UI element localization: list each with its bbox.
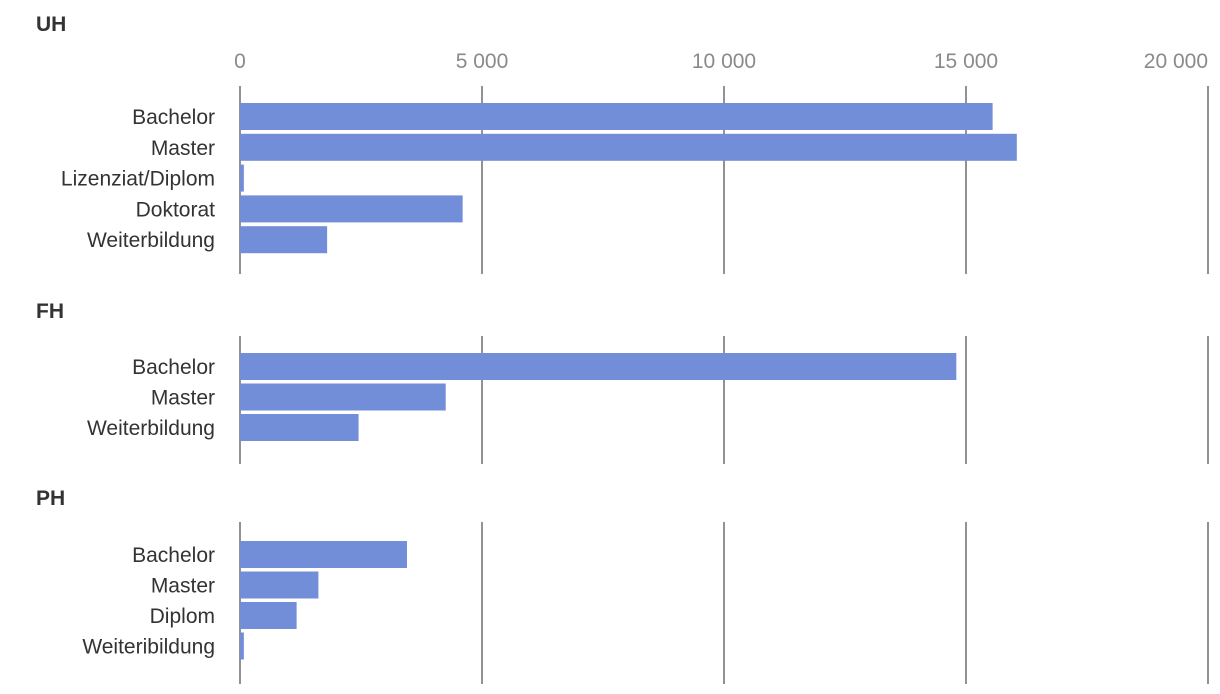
category-label: Master (151, 137, 215, 160)
bar (240, 602, 297, 629)
group-title: FH (36, 300, 64, 323)
category-label: Weiterbildung (87, 229, 215, 252)
category-label: Master (151, 575, 215, 598)
bar (240, 541, 407, 568)
bar (240, 353, 957, 380)
x-tick-label: 0 (234, 50, 246, 73)
category-label: Bachelor (132, 106, 215, 129)
category-label: Bachelor (132, 356, 215, 379)
x-tick-label: 5 000 (456, 50, 509, 73)
category-label: Lizenziat/Diplom (61, 168, 215, 191)
bar (240, 414, 359, 441)
bar (240, 133, 1017, 161)
category-label: Diplom (150, 605, 215, 628)
category-label: Weiteribildung (82, 636, 215, 659)
group-title: UH (36, 13, 66, 36)
x-tick-label: 15 000 (934, 50, 998, 73)
bar (240, 164, 244, 192)
labels: 0 5 000 10 000 15 000 20 000 UH Bachelor Master… (36, 13, 1208, 659)
bar (240, 103, 993, 130)
group-title: PH (36, 487, 65, 510)
bar (240, 226, 328, 254)
x-tick-label: 20 000 (1144, 50, 1208, 73)
category-label: Doktorat (136, 198, 216, 221)
category-label: Master (151, 387, 215, 410)
bars (240, 103, 1017, 660)
x-tick-label: 10 000 (692, 50, 756, 73)
bar (240, 571, 319, 599)
bar (240, 383, 446, 411)
category-label: Weiterbildung (87, 417, 215, 440)
bar (240, 632, 244, 660)
category-label: Bachelor (132, 544, 215, 567)
bar (240, 195, 463, 223)
